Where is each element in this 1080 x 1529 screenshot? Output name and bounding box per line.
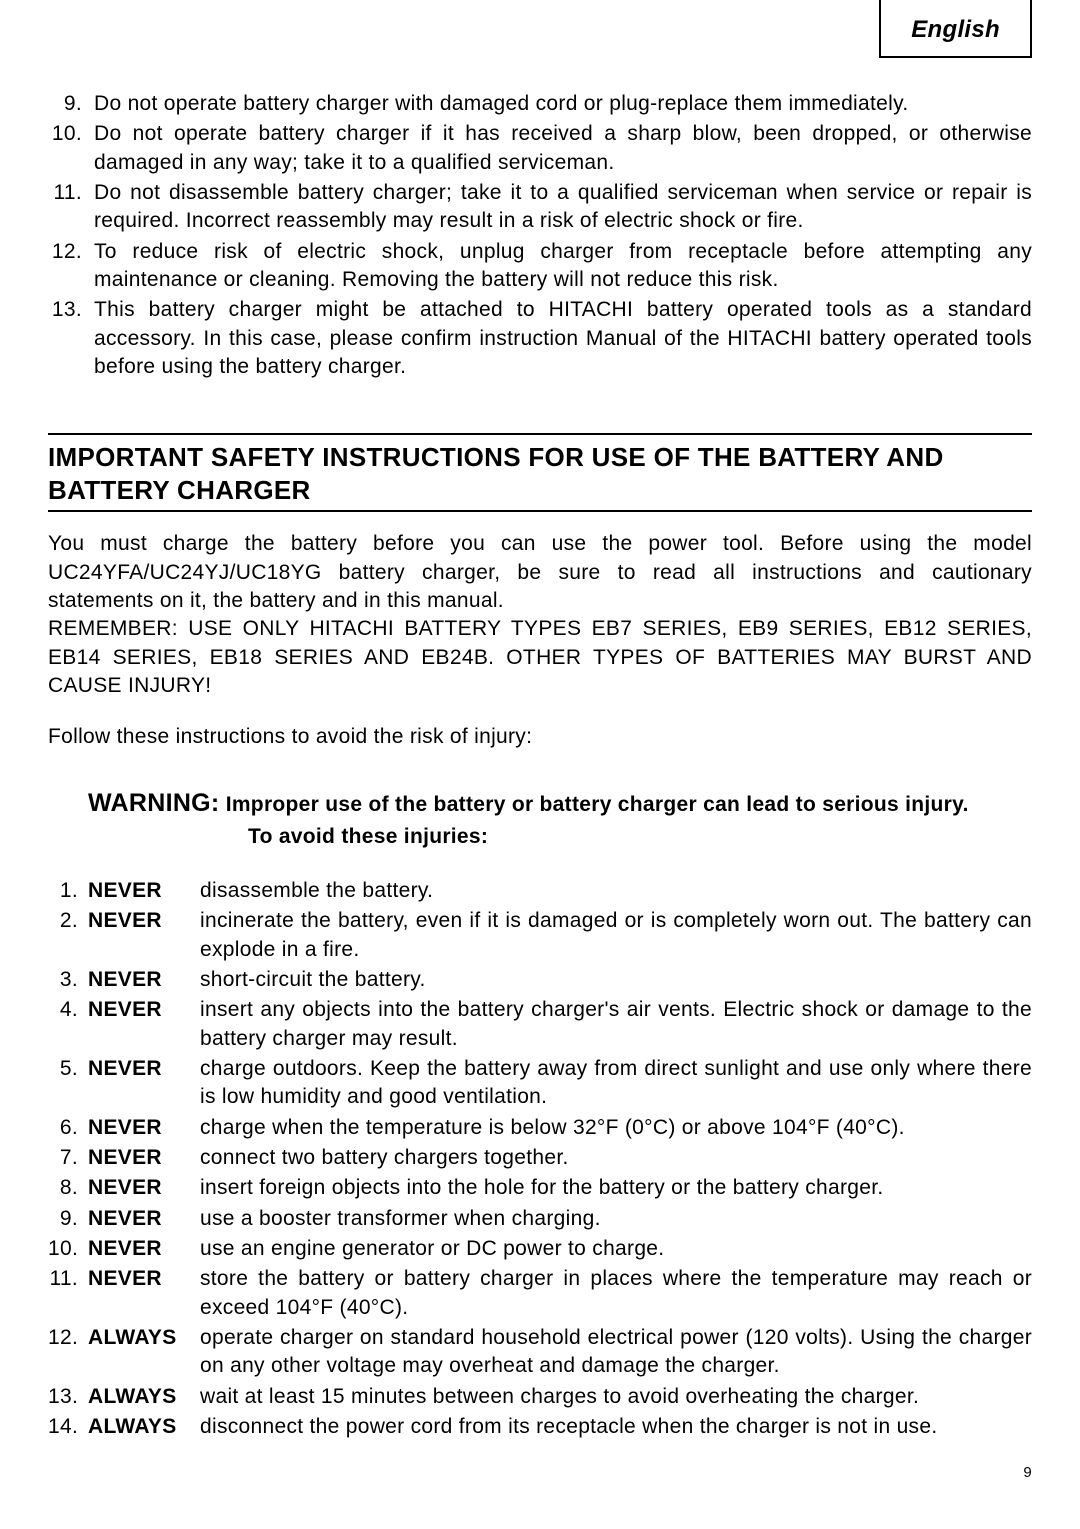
list-item-number: 12. — [48, 238, 94, 295]
rule-item: 9.NEVERuse a booster transformer when ch… — [48, 1205, 1032, 1233]
rule-item-number: 12. — [48, 1324, 88, 1381]
list-item-number: 9. — [48, 90, 94, 118]
rule-item-text: insert foreign objects into the hole for… — [200, 1174, 1032, 1202]
rule-item-keyword: NEVER — [88, 1205, 200, 1233]
rule-item-keyword: NEVER — [88, 1235, 200, 1263]
list-item: 10.Do not operate battery charger if it … — [48, 120, 1032, 177]
rule-item-number: 10. — [48, 1235, 88, 1263]
rule-item-text: disconnect the power cord from its recep… — [200, 1413, 1032, 1441]
intro-paragraph-2: REMEMBER: USE ONLY HITACHI BATTERY TYPES… — [48, 615, 1032, 700]
rule-item-text: charge outdoors. Keep the battery away f… — [200, 1055, 1032, 1112]
rule-item: 7.NEVERconnect two battery chargers toge… — [48, 1144, 1032, 1172]
rule-item-number: 13. — [48, 1383, 88, 1411]
rule-item-text: store the battery or battery charger in … — [200, 1265, 1032, 1322]
rule-item-number: 5. — [48, 1055, 88, 1112]
list-item-text: Do not operate battery charger with dama… — [94, 90, 1032, 118]
section-title: IMPORTANT SAFETY INSTRUCTIONS FOR USE OF… — [48, 435, 1032, 510]
rule-item-number: 6. — [48, 1114, 88, 1142]
list-item-number: 10. — [48, 120, 94, 177]
rule-item-keyword: ALWAYS — [88, 1413, 200, 1441]
rule-item-number: 9. — [48, 1205, 88, 1233]
rule-item: 8.NEVERinsert foreign objects into the h… — [48, 1174, 1032, 1202]
warning-block: WARNING: Improper use of the battery or … — [88, 787, 1032, 851]
list-item: 9.Do not operate battery charger with da… — [48, 90, 1032, 118]
rule-item-keyword: NEVER — [88, 907, 200, 964]
rule-item-text: operate charger on standard household el… — [200, 1324, 1032, 1381]
list-item-text: Do not disassemble battery charger; take… — [94, 179, 1032, 236]
rule-item-text: disassemble the battery. — [200, 877, 1032, 905]
rule-item-keyword: NEVER — [88, 996, 200, 1053]
rule-item-text: use an engine generator or DC power to c… — [200, 1235, 1032, 1263]
rule-item-number: 14. — [48, 1413, 88, 1441]
rule-item: 3.NEVERshort-circuit the battery. — [48, 966, 1032, 994]
rule-item-text: incinerate the battery, even if it is da… — [200, 907, 1032, 964]
list-item-text: Do not operate battery charger if it has… — [94, 120, 1032, 177]
rule-item-keyword: NEVER — [88, 1055, 200, 1112]
rule-item-keyword: ALWAYS — [88, 1383, 200, 1411]
rule-item: 10.NEVERuse an engine generator or DC po… — [48, 1235, 1032, 1263]
rule-item-number: 8. — [48, 1174, 88, 1202]
list-item-number: 11. — [48, 179, 94, 236]
rule-item-number: 7. — [48, 1144, 88, 1172]
continued-numbered-list: 9.Do not operate battery charger with da… — [48, 90, 1032, 381]
rule-item-number: 4. — [48, 996, 88, 1053]
rule-item: 11.NEVERstore the battery or battery cha… — [48, 1265, 1032, 1322]
rule-item-text: connect two battery chargers together. — [200, 1144, 1032, 1172]
section-rule-bottom — [48, 510, 1032, 512]
list-item-text: This battery charger might be attached t… — [94, 296, 1032, 381]
rule-item-text: insert any objects into the battery char… — [200, 996, 1032, 1053]
safety-rules-list: 1.NEVERdisassemble the battery.2.NEVERin… — [48, 877, 1032, 1442]
rule-item-keyword: NEVER — [88, 1265, 200, 1322]
list-item: 13.This battery charger might be attache… — [48, 296, 1032, 381]
list-item-text: To reduce risk of electric shock, unplug… — [94, 238, 1032, 295]
rule-item: 14.ALWAYSdisconnect the power cord from … — [48, 1413, 1032, 1441]
rule-item-text: wait at least 15 minutes between charges… — [200, 1383, 1032, 1411]
rule-item-number: 1. — [48, 877, 88, 905]
list-item: 12.To reduce risk of electric shock, unp… — [48, 238, 1032, 295]
rule-item-number: 2. — [48, 907, 88, 964]
warning-text-line1: Improper use of the battery or battery c… — [226, 793, 969, 816]
rule-item: 4.NEVERinsert any objects into the batte… — [48, 996, 1032, 1053]
warning-label: WARNING: — [88, 789, 220, 817]
rule-item: 12.ALWAYSoperate charger on standard hou… — [48, 1324, 1032, 1381]
list-item: 11.Do not disassemble battery charger; t… — [48, 179, 1032, 236]
warning-text-line2: To avoid these injuries: — [248, 823, 1032, 851]
rule-item: 13.ALWAYSwait at least 15 minutes betwee… — [48, 1383, 1032, 1411]
follow-instructions-text: Follow these instructions to avoid the r… — [48, 723, 1032, 751]
language-tab: English — [879, 0, 1032, 58]
list-item-number: 13. — [48, 296, 94, 381]
rule-item-keyword: ALWAYS — [88, 1324, 200, 1381]
rule-item-keyword: NEVER — [88, 1114, 200, 1142]
rule-item: 6.NEVERcharge when the temperature is be… — [48, 1114, 1032, 1142]
rule-item-number: 11. — [48, 1265, 88, 1322]
rule-item-number: 3. — [48, 966, 88, 994]
rule-item: 5.NEVERcharge outdoors. Keep the battery… — [48, 1055, 1032, 1112]
rule-item-text: short-circuit the battery. — [200, 966, 1032, 994]
rule-item-keyword: NEVER — [88, 877, 200, 905]
rule-item-keyword: NEVER — [88, 1174, 200, 1202]
rule-item: 1.NEVERdisassemble the battery. — [48, 877, 1032, 905]
rule-item-keyword: NEVER — [88, 1144, 200, 1172]
rule-item-text: use a booster transformer when charging. — [200, 1205, 1032, 1233]
page-number: 9 — [48, 1463, 1032, 1483]
rule-item-text: charge when the temperature is below 32°… — [200, 1114, 1032, 1142]
rule-item-keyword: NEVER — [88, 966, 200, 994]
rule-item: 2.NEVERincinerate the battery, even if i… — [48, 907, 1032, 964]
intro-paragraph-1: You must charge the battery before you c… — [48, 530, 1032, 615]
